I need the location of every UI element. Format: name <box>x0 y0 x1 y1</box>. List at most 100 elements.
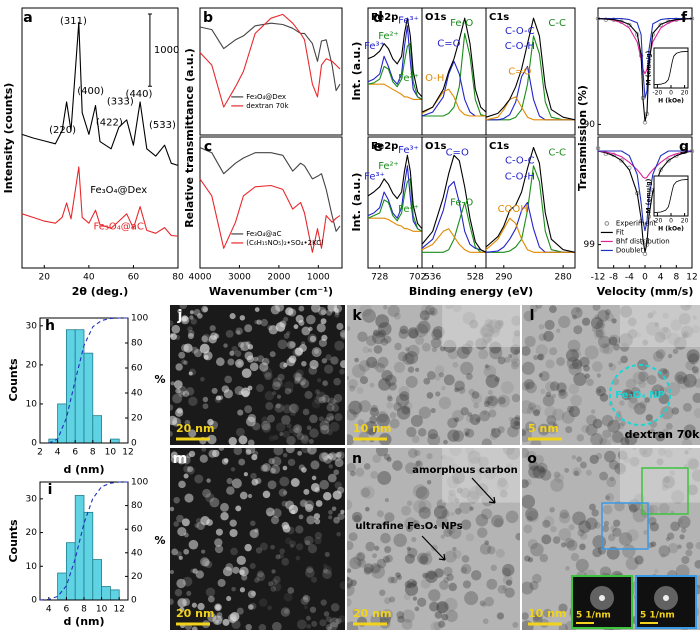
particle <box>476 527 488 538</box>
particle <box>558 389 568 399</box>
particle <box>399 391 410 402</box>
plot-frame <box>597 7 693 136</box>
particle <box>515 532 520 541</box>
y-tick-label: 30 <box>26 494 38 504</box>
micrograph-edge <box>619 448 700 503</box>
particle <box>586 378 594 387</box>
particle <box>427 428 439 440</box>
particle <box>359 376 369 385</box>
series-line <box>485 17 576 121</box>
particle <box>244 324 253 333</box>
panel-letter: j <box>177 308 183 324</box>
particle <box>193 349 203 358</box>
series-line <box>367 154 423 230</box>
particle <box>369 407 379 417</box>
particle <box>249 562 256 570</box>
particle <box>181 344 189 352</box>
particle <box>575 558 589 572</box>
x-tick-label: 12 <box>113 605 124 615</box>
particle <box>321 394 330 403</box>
particle <box>289 341 296 349</box>
particle <box>286 340 296 350</box>
x-tick-label: 8 <box>90 448 96 458</box>
particle <box>363 566 372 575</box>
particle <box>522 581 534 595</box>
particle <box>295 347 304 356</box>
particle <box>177 308 182 314</box>
particle <box>384 545 392 554</box>
particle <box>436 601 448 613</box>
particle <box>501 584 508 591</box>
particle <box>657 368 670 380</box>
series-line <box>367 17 423 98</box>
particle <box>188 429 197 438</box>
particle <box>297 450 303 456</box>
particle <box>631 386 641 397</box>
particle <box>271 456 282 467</box>
particle <box>283 362 288 368</box>
particle <box>320 309 327 315</box>
particle <box>238 435 248 445</box>
plot-frame <box>21 7 179 269</box>
particle <box>461 555 470 563</box>
particle <box>339 368 345 375</box>
particle <box>334 312 340 318</box>
particle <box>361 485 375 499</box>
particle <box>188 371 193 376</box>
particle <box>522 479 529 488</box>
particle <box>468 388 476 396</box>
particle <box>414 323 429 338</box>
particle <box>676 374 684 382</box>
series-line <box>597 18 693 75</box>
particle <box>170 598 174 605</box>
particle <box>397 351 408 362</box>
particle <box>604 309 611 316</box>
particle <box>328 464 333 469</box>
particle <box>408 329 419 339</box>
particle <box>620 437 630 445</box>
particle <box>226 477 233 485</box>
x-axis-label: d (nm) <box>63 463 104 476</box>
particle <box>532 609 544 621</box>
particle <box>283 608 289 614</box>
particle <box>627 397 640 409</box>
particle <box>595 329 604 338</box>
particle <box>662 428 669 436</box>
particle <box>522 400 533 414</box>
annotation: C-C <box>548 18 566 29</box>
series-line <box>199 178 341 253</box>
particle <box>546 421 559 434</box>
particle <box>507 425 519 438</box>
particle <box>335 451 342 458</box>
y-axis-label: Int. (a.u.) <box>350 42 363 101</box>
particle <box>227 358 235 366</box>
series-line <box>486 35 575 121</box>
particle <box>568 362 582 376</box>
particle <box>670 521 680 532</box>
particle <box>184 493 194 503</box>
particle <box>325 354 332 361</box>
particle <box>328 515 333 520</box>
particle <box>523 524 533 534</box>
particle <box>322 569 332 580</box>
particle <box>217 615 224 622</box>
particle <box>407 448 418 459</box>
particle <box>403 401 413 411</box>
x-tick-label: -4 <box>625 273 634 283</box>
particle <box>426 453 433 460</box>
particle <box>545 359 555 369</box>
series-line <box>653 178 689 214</box>
particle <box>322 380 329 387</box>
particle <box>207 612 217 622</box>
particle <box>487 395 498 407</box>
particle <box>620 420 626 427</box>
particle <box>436 515 448 528</box>
particle <box>486 578 498 590</box>
particle <box>240 347 245 352</box>
particle <box>508 353 513 358</box>
particle <box>240 341 250 352</box>
particle <box>311 475 317 481</box>
particle <box>249 602 257 610</box>
particle <box>326 413 335 421</box>
particle <box>301 467 307 473</box>
